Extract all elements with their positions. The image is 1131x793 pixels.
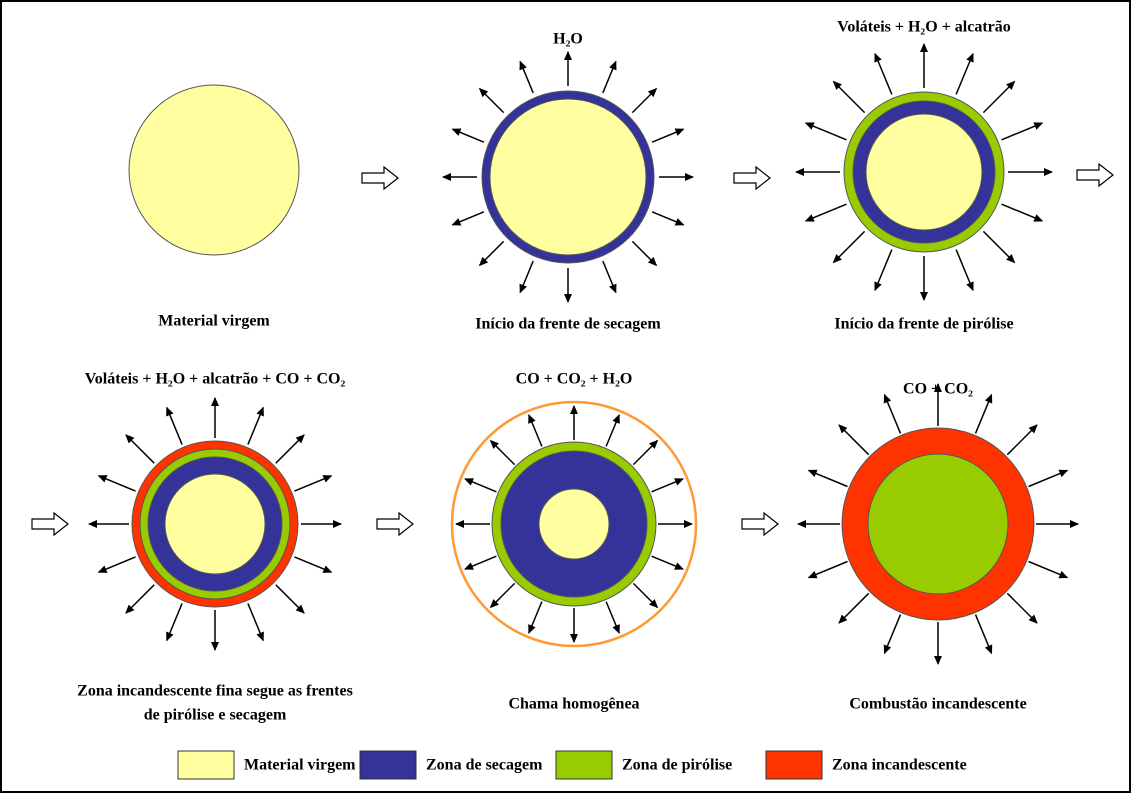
emission-arrow <box>1006 424 1038 456</box>
emission-label: Voláteis + H₂O + alcatrão <box>837 19 1011 36</box>
emission-arrow <box>974 393 993 434</box>
emission-label: CO + CO₂ + H₂O <box>516 371 633 388</box>
emission-arrow <box>804 203 847 222</box>
emission-arrow <box>883 393 902 434</box>
particle-layer <box>128 84 300 256</box>
caption: Início da frente de secagem <box>475 316 661 333</box>
emission-arrow <box>807 560 848 579</box>
emission-arrow <box>519 260 534 294</box>
legend-swatch <box>765 750 823 780</box>
emission-label: CO + CO₂ <box>903 381 973 398</box>
emission-arrow <box>294 475 333 492</box>
emission-arrow <box>489 439 516 466</box>
caption: Chama homogênea <box>508 696 639 713</box>
emission-arrow <box>632 582 659 609</box>
caption: Combustão incandescente <box>849 696 1026 713</box>
step-arrow <box>733 165 771 191</box>
emission-arrow <box>651 128 685 143</box>
emission-arrow <box>1028 560 1069 579</box>
emission-arrow <box>464 478 497 493</box>
emission-arrow <box>528 601 543 634</box>
emission-arrow <box>874 52 893 95</box>
emission-arrow <box>489 582 516 609</box>
caption: Início da frente de pirólise <box>834 316 1013 333</box>
emission-arrow <box>838 592 870 624</box>
emission-arrow <box>1001 203 1044 222</box>
emission-arrow <box>832 230 866 264</box>
emission-arrow <box>804 122 847 141</box>
emission-arrow <box>451 211 485 226</box>
emission-arrow <box>1006 592 1038 624</box>
emission-arrow <box>275 434 305 464</box>
step-arrow <box>1076 162 1114 188</box>
step-arrow <box>741 511 779 537</box>
emission-label: Voláteis + H₂O + alcatrão + CO + CO₂ <box>85 371 346 388</box>
emission-arrow <box>955 249 974 292</box>
caption: de pirólise e secagem <box>144 707 287 724</box>
legend-label: Material virgem <box>244 757 356 774</box>
caption: Material virgem <box>158 313 270 330</box>
emission-arrow <box>605 414 620 447</box>
emission-arrow <box>631 87 658 114</box>
emission-arrow <box>874 249 893 292</box>
emission-arrow <box>478 240 505 267</box>
legend-swatch <box>177 750 235 780</box>
legend-swatch <box>359 750 417 780</box>
emission-arrow <box>602 60 617 94</box>
emission-arrow <box>166 603 183 642</box>
emission-arrow <box>982 80 1016 114</box>
step-arrow <box>31 511 69 537</box>
emission-arrow <box>97 556 136 573</box>
emission-arrow <box>528 414 543 447</box>
emission-label: H₂O <box>553 31 583 48</box>
emission-arrow <box>125 434 155 464</box>
emission-arrow <box>1001 122 1044 141</box>
emission-arrow <box>632 439 659 466</box>
particle-layer <box>867 453 1009 595</box>
emission-arrow <box>247 406 264 445</box>
emission-arrow <box>651 211 685 226</box>
emission-arrow <box>832 80 866 114</box>
emission-arrow <box>883 614 902 655</box>
emission-arrow <box>982 230 1016 264</box>
emission-arrow <box>166 406 183 445</box>
legend-label: Zona de secagem <box>426 757 543 774</box>
emission-arrow <box>631 240 658 267</box>
step-arrow <box>361 165 399 191</box>
legend-swatch <box>555 750 613 780</box>
emission-arrow <box>605 601 620 634</box>
legend-label: Zona incandescente <box>832 757 967 774</box>
legend-label: Zona de pirólise <box>622 757 732 774</box>
emission-arrow <box>807 469 848 488</box>
particle-layer <box>489 98 647 256</box>
particle-layer <box>865 113 983 231</box>
emission-arrow <box>519 60 534 94</box>
particle-layer <box>164 473 266 575</box>
step-arrow <box>376 511 414 537</box>
emission-arrow <box>838 424 870 456</box>
particle-layer <box>538 488 610 560</box>
emission-arrow <box>97 475 136 492</box>
emission-arrow <box>125 584 155 614</box>
emission-arrow <box>478 87 505 114</box>
emission-arrow <box>651 478 684 493</box>
emission-arrow <box>1028 469 1069 488</box>
emission-arrow <box>651 555 684 570</box>
emission-arrow <box>955 52 974 95</box>
emission-arrow <box>451 128 485 143</box>
emission-arrow <box>602 260 617 294</box>
flame-front <box>450 400 698 648</box>
emission-arrow <box>974 614 993 655</box>
caption: Zona incandescente fina segue as frentes <box>77 683 353 700</box>
emission-arrow <box>464 555 497 570</box>
emission-arrow <box>275 584 305 614</box>
emission-arrow <box>247 603 264 642</box>
emission-arrow <box>294 556 333 573</box>
